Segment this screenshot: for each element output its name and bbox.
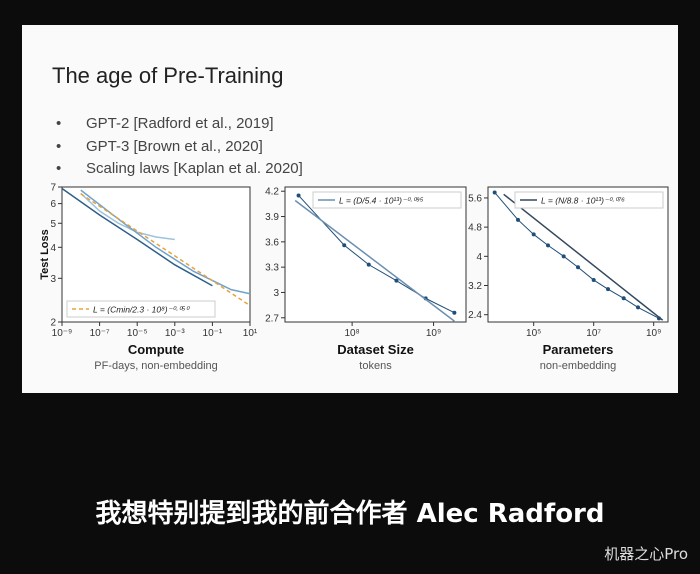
y-tick-label: 2: [50, 318, 56, 329]
caption: 我想特别提到我的前合作者 Alec Radford: [95, 499, 605, 529]
y-tick-label: 6: [50, 199, 56, 210]
series-line: [80, 193, 251, 307]
y-tick-label: 3.6: [265, 237, 279, 248]
y-tick-label: 3.2: [468, 281, 482, 292]
x-tick-label: 10⁹: [426, 328, 441, 339]
x-axis-label: Parameters: [543, 342, 614, 357]
x-tick-label: 10⁻¹: [203, 328, 223, 339]
bullet-text: GPT-2 [Radford et al., 2019]: [86, 115, 274, 132]
legend-box: [312, 191, 462, 209]
x-tick-label: 10⁷: [586, 328, 601, 339]
data-point: [546, 243, 550, 248]
x-tick-label: 10⁻⁵: [127, 328, 148, 339]
y-tick-label: 3.3: [265, 263, 279, 274]
slide-title: The age of Pre-Training: [52, 63, 284, 88]
data-point: [452, 310, 457, 315]
x-axis-sublabel: PF-days, non-embedding: [94, 360, 218, 372]
x-tick-label: 10⁹: [646, 328, 661, 339]
series-line: [503, 193, 664, 321]
data-point: [561, 254, 566, 259]
legend-box: [514, 191, 664, 209]
bullet: GPT-3 [Brown et al., 2020]: [56, 138, 263, 155]
data-point: [636, 305, 640, 310]
y-tick-label: 5: [50, 219, 56, 230]
data-point: [531, 232, 536, 237]
x-axis-sublabel: non-embedding: [540, 360, 616, 372]
legend-box: [66, 300, 216, 318]
data-point: [516, 217, 520, 222]
series-line: [80, 192, 175, 241]
x-tick-label: 10⁻³: [165, 328, 185, 339]
y-axis-label: Test Loss: [39, 229, 51, 280]
data-point: [621, 296, 626, 301]
bullet: Scaling laws [Kaplan et al. 2020]: [56, 160, 303, 177]
plot-frame: [487, 186, 669, 323]
y-tick-label: 2.4: [468, 310, 482, 321]
y-tick-label: 2.7: [265, 313, 279, 324]
y-tick-label: 3: [273, 288, 279, 299]
x-tick-label: 10⁵: [526, 328, 541, 339]
x-tick-label: 10⁸: [344, 328, 359, 339]
series-line: [61, 187, 213, 287]
data-point: [492, 190, 497, 195]
y-tick-label: 5.6: [468, 193, 482, 204]
y-tick-label: 4: [50, 243, 56, 254]
data-point: [296, 193, 301, 198]
data-point: [366, 262, 371, 267]
bullet-text: GPT-3 [Brown et al., 2020]: [86, 138, 263, 155]
data-point: [606, 287, 610, 292]
x-tick-label: 10¹: [243, 328, 258, 339]
x-axis-label: Compute: [128, 342, 184, 357]
watermark: 机器之心Pro: [604, 545, 688, 563]
x-axis-label: Dataset Size: [337, 342, 414, 357]
x-axis-sublabel: tokens: [359, 360, 392, 372]
legend-label: L = (Cmin/2.3 · 10⁸)⁻⁰·⁰⁵⁰: [93, 305, 190, 315]
bullet: GPT-2 [Radford et al., 2019]: [56, 115, 274, 132]
series-line: [298, 195, 455, 314]
data-point: [591, 278, 596, 283]
plot-frame: [61, 186, 251, 323]
charts: 10⁻⁹ 10⁻⁷ 10⁻⁵ 10⁻³ 10⁻¹ 10¹ 2 3 4 5 6 7 Compute PF-d…: [39, 183, 669, 372]
y-tick-label: 4.2: [265, 187, 279, 198]
x-tick-label: 10⁻⁹: [52, 328, 73, 339]
data-point: [342, 243, 347, 248]
data-point: [394, 278, 399, 283]
series-line: [294, 199, 455, 322]
y-tick-label: 3: [50, 274, 56, 285]
x-tick-label: 10⁻⁷: [90, 328, 110, 339]
legend-label: L = (N/8.8 · 10¹³)⁻⁰·⁰⁷⁶: [541, 196, 625, 206]
y-tick-label: 4: [476, 252, 482, 263]
bullet-text: Scaling laws [Kaplan et al. 2020]: [86, 160, 303, 177]
y-tick-label: 3.9: [265, 212, 279, 223]
plot-frame: [284, 186, 467, 323]
y-tick-label: 4.8: [468, 223, 482, 234]
legend-label: L = (D/5.4 · 10¹³)⁻⁰·⁰⁹⁵: [339, 196, 424, 206]
data-point: [576, 265, 580, 270]
y-tick-label: 7: [50, 183, 56, 194]
